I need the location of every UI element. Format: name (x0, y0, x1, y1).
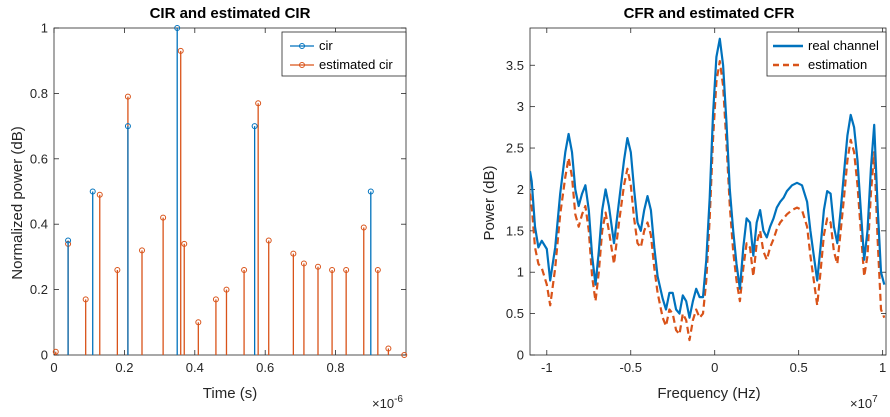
cfr-axes-frame (529, 27, 887, 356)
cir-y-tick-label: 0.8 (30, 86, 48, 101)
estimated-cir-marker (96, 191, 103, 198)
cfr-y-axis-label: Power (dB) (481, 165, 498, 240)
estimated-cir-marker (241, 266, 248, 273)
cir-marker (89, 188, 96, 195)
cfr-plot-area: -1 -0.5 0 0.5 1 0 0.5 1 1.5 2 2.5 3 3.5 (506, 27, 887, 375)
cir-x-tick-label: 0.6 (256, 360, 274, 375)
cir-marker (367, 188, 374, 195)
cir-y-tick-label: 0.2 (30, 282, 48, 297)
cfr-y-tick-label: 1.5 (506, 223, 524, 238)
cir-axes-frame (53, 27, 407, 356)
cir-chart: CIR and estimated CIR Time (s) Normalize… (9, 5, 408, 411)
estimation-line (530, 59, 886, 342)
estimated-cir-marker (195, 319, 202, 326)
cir-x-tick-label: 0.4 (186, 360, 204, 375)
cir-y-tick-label: 0.6 (30, 151, 48, 166)
estimated-cir-marker (360, 224, 367, 231)
cfr-y-tick-label: 0.5 (506, 306, 524, 321)
cir-plot-area: 0 0.2 0.4 0.6 0.8 0 0.2 0.4 0.6 0.8 1 (30, 21, 408, 375)
cir-x-exponent-power: -6 (394, 394, 403, 405)
cfr-x-tick-label: -1 (541, 360, 553, 375)
cir-y-axis-label: Normalized power (dB) (9, 126, 26, 279)
estimated-cir-marker (181, 240, 188, 247)
estimated-cir-marker (290, 250, 297, 257)
cfr-x-tick-label: 0 (711, 360, 718, 375)
cir-chart-title: CIR and estimated CIR (150, 5, 311, 22)
estimated-cir-marker (315, 263, 321, 270)
cir-x-tick-label: 0 (50, 360, 57, 375)
cir-legend-box (281, 31, 407, 77)
cir-x-tick-label: 0.8 (327, 360, 345, 375)
estimated-cir-marker (329, 266, 336, 273)
real-channel-line (530, 37, 886, 319)
cir-x-exponent: ×10-6 (372, 394, 403, 411)
cir-marker (65, 237, 72, 244)
cfr-y-tick-label: 2.5 (506, 141, 524, 156)
cir-legend-marker-estimated (299, 62, 305, 68)
cfr-x-exponent-base: ×10 (850, 396, 872, 411)
cir-legend-marker-cir (299, 43, 305, 49)
cir-legend: cir estimated cir (281, 31, 407, 77)
estimated-cir-marker (177, 47, 184, 54)
cfr-y-tick-label: 3 (517, 99, 524, 114)
estimated-cir-marker (52, 348, 59, 355)
cfr-x-exponent: ×107 (850, 394, 878, 411)
cir-legend-label-cir: cir (319, 38, 333, 53)
estimated-cir-marker (223, 286, 230, 293)
cir-legend-label-estimated: estimated cir (319, 57, 393, 72)
estimated-cir-marker (255, 100, 262, 107)
cir-marker (174, 25, 181, 31)
cir-x-tick-label: 0.2 (115, 360, 133, 375)
cfr-x-exponent-power: 7 (872, 394, 878, 405)
cir-y-tick-label: 0.4 (30, 217, 48, 232)
cfr-y-tick-label: 1 (517, 265, 524, 280)
cfr-y-tick-label: 2 (517, 182, 524, 197)
cfr-chart: CFR and estimated CFR Frequency (Hz) Pow… (481, 5, 887, 411)
estimated-cir-marker (114, 266, 121, 273)
cfr-x-tick-label: 0.5 (790, 360, 808, 375)
estimated-cir-marker (300, 260, 307, 267)
cfr-chart-title: CFR and estimated CFR (624, 5, 795, 22)
cfr-y-tick-label: 0 (517, 348, 524, 363)
cfr-legend-box (766, 31, 887, 77)
estimated-cir-marker (343, 266, 350, 273)
estimated-cir-marker (82, 296, 89, 303)
cfr-legend-label-real: real channel (808, 38, 879, 53)
cfr-legend-label-estimation: estimation (808, 57, 867, 72)
cfr-x-tick-label: -0.5 (620, 360, 642, 375)
cfr-legend: real channel estimation (766, 31, 887, 77)
cir-y-tick-label: 0 (41, 348, 48, 363)
estimated-cir-marker (374, 266, 381, 273)
cir-marker (251, 123, 258, 130)
estimated-cir-marker (124, 93, 131, 100)
estimated-cir-marker (401, 352, 408, 358)
estimated-cir-marker (139, 247, 145, 254)
cir-x-exponent-base: ×10 (372, 396, 394, 411)
cir-x-axis-label: Time (s) (203, 385, 257, 402)
cir-marker (124, 123, 131, 130)
estimated-cir-marker (212, 296, 219, 303)
cfr-y-tick-label: 3.5 (506, 58, 524, 73)
cfr-x-tick-label: 1 (879, 360, 886, 375)
cir-y-tick-label: 1 (41, 21, 48, 36)
estimated-cir-marker (265, 237, 272, 244)
estimated-cir-marker (160, 214, 167, 221)
cfr-x-axis-label: Frequency (Hz) (657, 385, 760, 402)
estimated-cir-marker (385, 345, 392, 352)
